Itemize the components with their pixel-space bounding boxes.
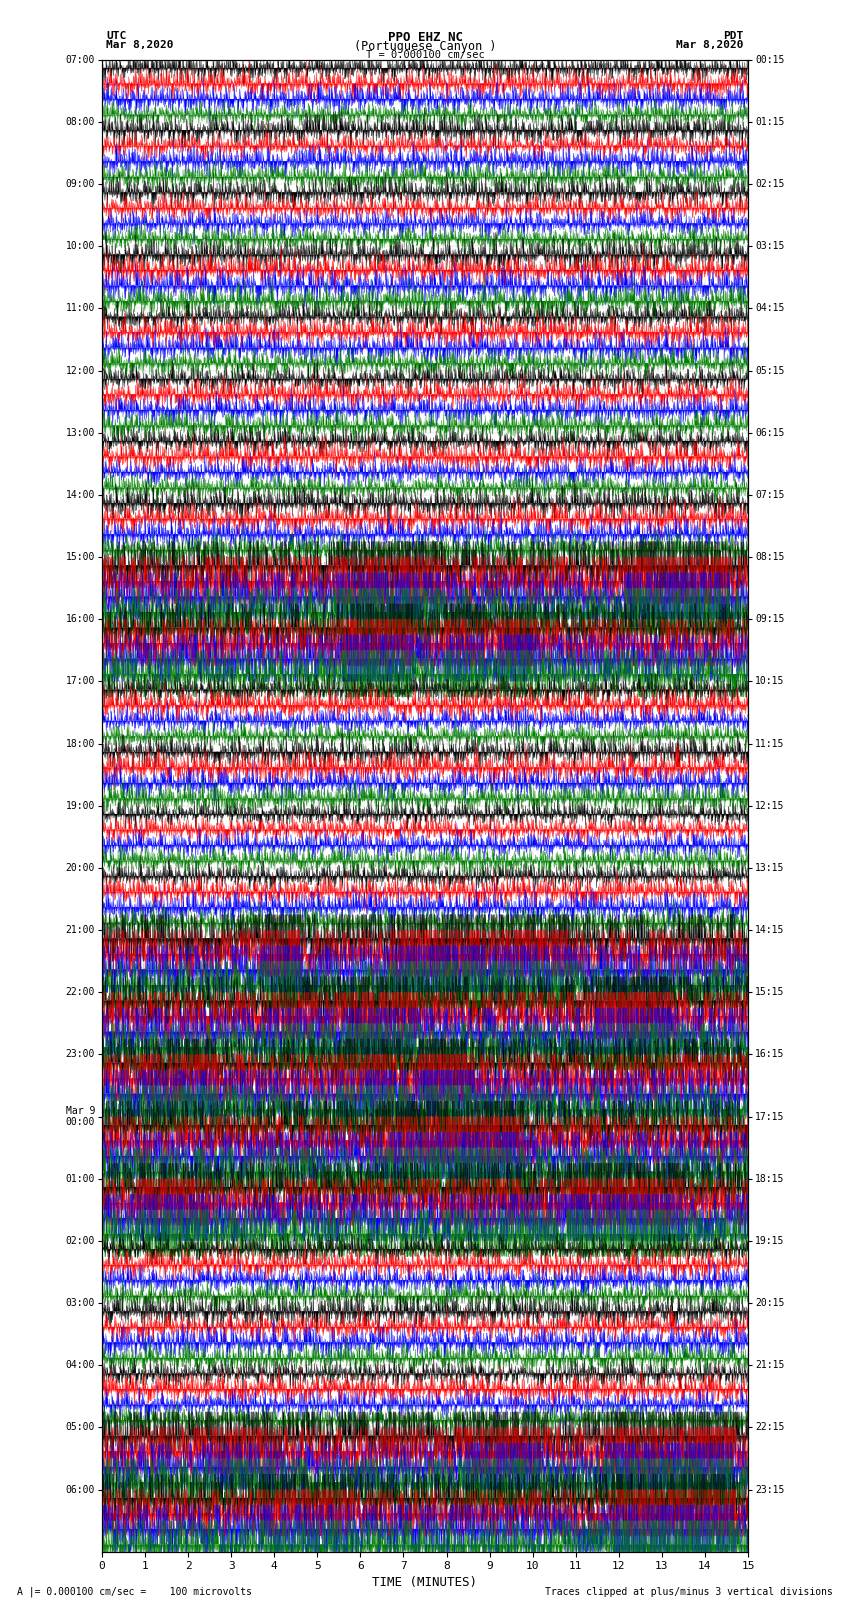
- Text: PPO EHZ NC: PPO EHZ NC: [388, 31, 462, 44]
- Text: A |= 0.000100 cm/sec =    100 microvolts: A |= 0.000100 cm/sec = 100 microvolts: [17, 1586, 252, 1597]
- Text: UTC: UTC: [106, 31, 127, 40]
- X-axis label: TIME (MINUTES): TIME (MINUTES): [372, 1576, 478, 1589]
- Text: Mar 8,2020: Mar 8,2020: [677, 40, 744, 50]
- Text: Traces clipped at plus/minus 3 vertical divisions: Traces clipped at plus/minus 3 vertical …: [545, 1587, 833, 1597]
- Text: Mar 8,2020: Mar 8,2020: [106, 40, 173, 50]
- Text: (Portuguese Canyon ): (Portuguese Canyon ): [354, 40, 496, 53]
- Text: T = 0.000100 cm/sec: T = 0.000100 cm/sec: [366, 50, 484, 60]
- Text: PDT: PDT: [723, 31, 744, 40]
